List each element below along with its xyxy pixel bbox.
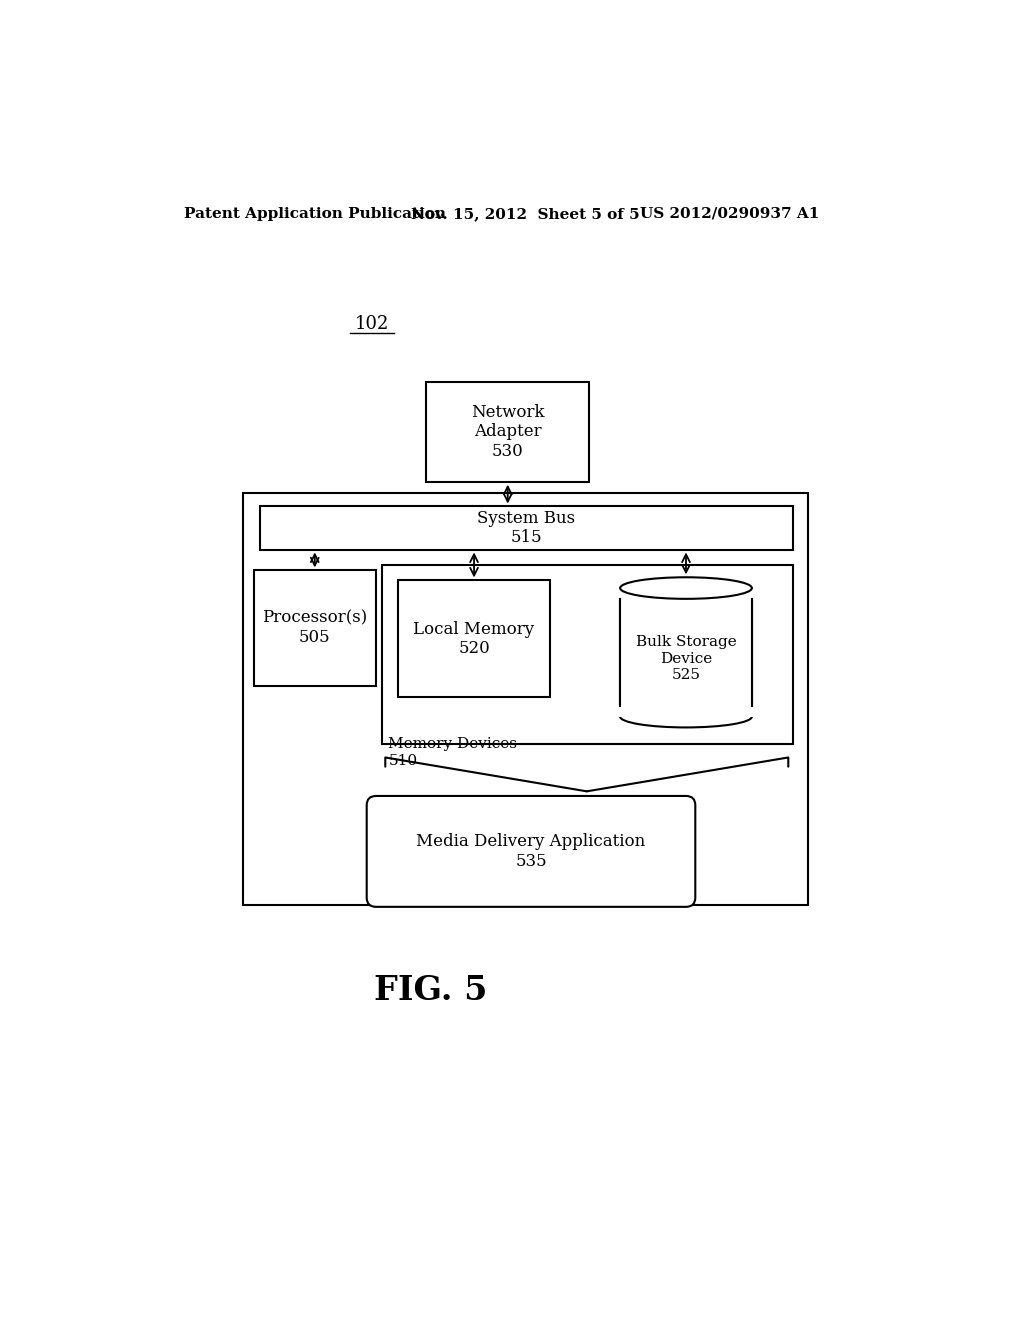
Text: Processor(s)
505: Processor(s) 505 (262, 610, 368, 647)
Text: FIG. 5: FIG. 5 (374, 974, 487, 1006)
Text: Patent Application Publication: Patent Application Publication (183, 207, 445, 220)
Bar (382, 565, 793, 743)
Bar (426, 381, 589, 482)
Text: Network
Adapter
530: Network Adapter 530 (471, 404, 545, 459)
Text: Local Memory
520: Local Memory 520 (414, 620, 535, 657)
FancyBboxPatch shape (367, 796, 695, 907)
Bar (260, 507, 793, 549)
Bar (621, 599, 752, 706)
Text: Memory Devices
510: Memory Devices 510 (388, 738, 517, 768)
Ellipse shape (621, 706, 752, 727)
Text: US 2012/0290937 A1: US 2012/0290937 A1 (640, 207, 819, 220)
Text: System Bus
515: System Bus 515 (477, 510, 575, 546)
Ellipse shape (621, 577, 752, 599)
Bar (397, 581, 550, 697)
Text: Bulk Storage
Device
525: Bulk Storage Device 525 (636, 635, 736, 681)
Bar (243, 494, 809, 906)
Text: Media Delivery Application
535: Media Delivery Application 535 (417, 833, 645, 870)
Text: Nov. 15, 2012  Sheet 5 of 5: Nov. 15, 2012 Sheet 5 of 5 (411, 207, 640, 220)
Bar (621, 599, 752, 706)
Bar (618, 705, 754, 717)
Text: 102: 102 (355, 315, 389, 333)
Bar (254, 570, 376, 686)
